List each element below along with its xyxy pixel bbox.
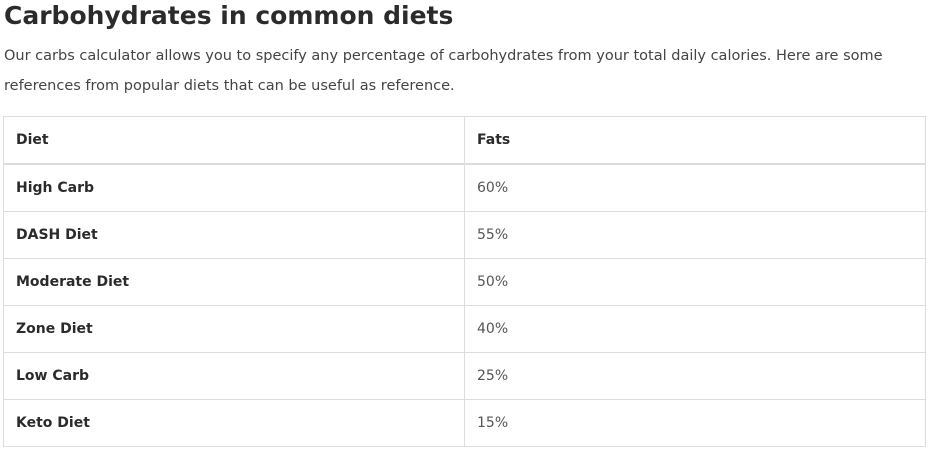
table-row: Zone Diet 40% — [3, 305, 926, 353]
table-body: High Carb 60% DASH Diet 55% Moderate Die… — [3, 163, 926, 447]
column-header-fats: Fats — [464, 116, 926, 165]
table-row: Low Carb 25% — [3, 352, 926, 400]
table-row: DASH Diet 55% — [3, 211, 926, 259]
section-title: Carbohydrates in common diets — [4, 1, 454, 30]
diet-name-cell: DASH Diet — [3, 211, 465, 259]
table-header: Diet Fats — [3, 116, 926, 165]
diet-value-cell: 60% — [464, 163, 926, 212]
column-header-diet: Diet — [3, 116, 465, 165]
table-row: Keto Diet 15% — [3, 399, 926, 447]
diet-value-cell: 25% — [464, 352, 926, 400]
diet-value-cell: 15% — [464, 399, 926, 447]
diet-name-cell: High Carb — [3, 163, 465, 212]
diet-name-cell: Zone Diet — [3, 305, 465, 353]
intro-paragraph: Our carbs calculator allows you to speci… — [4, 48, 883, 94]
table-row: Moderate Diet 50% — [3, 258, 926, 306]
diet-value-cell: 55% — [464, 211, 926, 259]
diet-name-cell: Low Carb — [3, 352, 465, 400]
diet-name-cell: Keto Diet — [3, 399, 465, 447]
diet-value-cell: 40% — [464, 305, 926, 353]
table-header-row: Diet Fats — [3, 116, 926, 165]
diet-table: Diet Fats High Carb 60% DASH Diet 55% Mo… — [3, 116, 926, 447]
diet-value-cell: 50% — [464, 258, 926, 306]
table-row: High Carb 60% — [3, 163, 926, 212]
diet-name-cell: Moderate Diet — [3, 258, 465, 306]
